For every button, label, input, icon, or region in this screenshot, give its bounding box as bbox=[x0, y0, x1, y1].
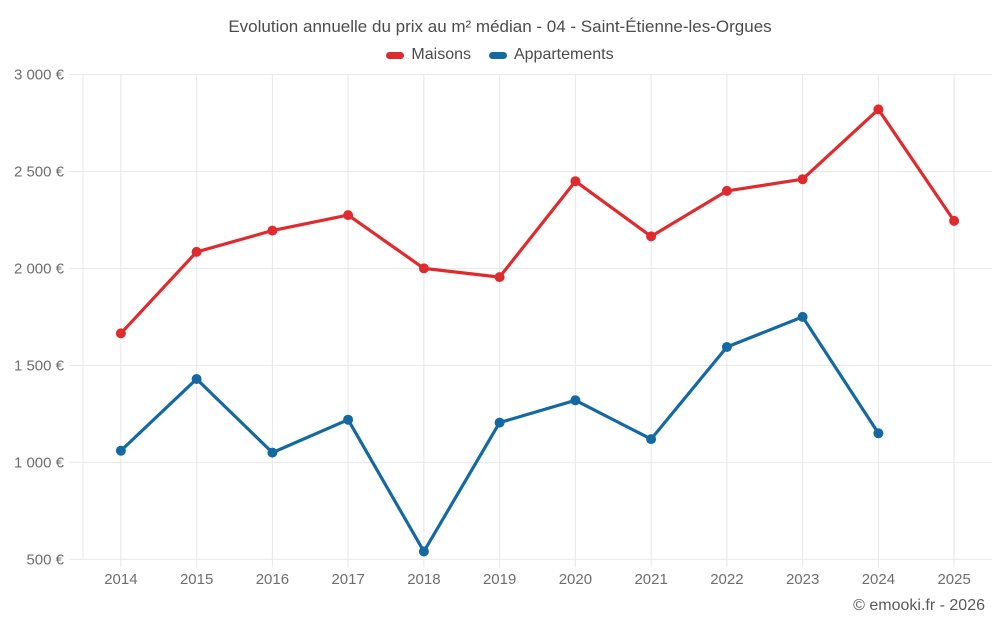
y-axis-tick-label: 500 € bbox=[26, 551, 64, 568]
y-axis-tick-label: 2 500 € bbox=[14, 163, 65, 180]
x-axis-tick-label: 2020 bbox=[559, 571, 592, 588]
series-point-maisons[interactable] bbox=[418, 263, 429, 274]
series-line-maisons bbox=[119, 107, 956, 335]
series-point-maisons[interactable] bbox=[115, 328, 126, 339]
x-axis-tick-label: 2017 bbox=[331, 571, 364, 588]
series-point-maisons[interactable] bbox=[721, 185, 732, 196]
x-axis-tick-label: 2023 bbox=[786, 571, 819, 588]
x-axis-tick-label: 2015 bbox=[180, 571, 213, 588]
series-point-appartements[interactable] bbox=[797, 311, 808, 322]
series-point-maisons[interactable] bbox=[873, 104, 884, 115]
series-point-maisons[interactable] bbox=[267, 225, 278, 236]
series-point-maisons[interactable] bbox=[646, 231, 657, 242]
series-point-maisons[interactable] bbox=[343, 210, 354, 221]
y-axis-tick-label: 1 500 € bbox=[14, 357, 65, 374]
series-point-appartements[interactable] bbox=[646, 434, 657, 445]
x-axis-tick-label: 2019 bbox=[483, 571, 516, 588]
legend-item-maisons[interactable]: Maisons bbox=[386, 46, 471, 64]
series-point-maisons[interactable] bbox=[949, 215, 960, 226]
watermark: © emooki.fr - 2026 bbox=[853, 597, 985, 614]
series-point-appartements[interactable] bbox=[191, 374, 202, 384]
series-point-maisons[interactable] bbox=[570, 176, 581, 187]
x-axis-tick-label: 2025 bbox=[937, 571, 970, 588]
series-point-appartements[interactable] bbox=[343, 414, 354, 425]
appartements-series-swatch-icon bbox=[488, 51, 507, 59]
series-point-appartements[interactable] bbox=[494, 417, 505, 428]
series-point-appartements[interactable] bbox=[115, 445, 126, 456]
legend-label-appartements: Appartements bbox=[513, 46, 614, 63]
series-point-maisons[interactable] bbox=[797, 174, 808, 185]
series-point-appartements[interactable] bbox=[418, 546, 429, 557]
x-axis-tick-label: 2024 bbox=[862, 571, 895, 588]
series-point-appartements[interactable] bbox=[721, 342, 732, 352]
legend: Maisons Appartements bbox=[0, 46, 1000, 64]
x-axis-tick-label: 2018 bbox=[407, 571, 440, 588]
chart-title: Evolution annuelle du prix au m² médian … bbox=[228, 17, 772, 36]
y-axis-tick-label: 2 000 € bbox=[14, 260, 65, 277]
series-point-maisons[interactable] bbox=[191, 246, 202, 257]
series-point-appartements[interactable] bbox=[267, 447, 278, 458]
x-axis-tick-label: 2016 bbox=[256, 571, 289, 588]
series-point-maisons[interactable] bbox=[494, 272, 505, 283]
x-axis-tick-label: 2021 bbox=[634, 571, 667, 588]
x-axis-tick-label: 2022 bbox=[710, 571, 743, 588]
series-point-appartements[interactable] bbox=[873, 428, 884, 439]
legend-label-maisons: Maisons bbox=[411, 46, 471, 63]
legend-item-appartements[interactable]: Appartements bbox=[488, 46, 614, 64]
y-axis-tick-label: 3 000 € bbox=[14, 67, 65, 84]
x-axis-tick-label: 2014 bbox=[104, 571, 137, 588]
y-axis-tick-label: 1 000 € bbox=[14, 454, 65, 471]
series-point-appartements[interactable] bbox=[570, 395, 581, 406]
maisons-series-swatch-icon bbox=[386, 51, 405, 59]
